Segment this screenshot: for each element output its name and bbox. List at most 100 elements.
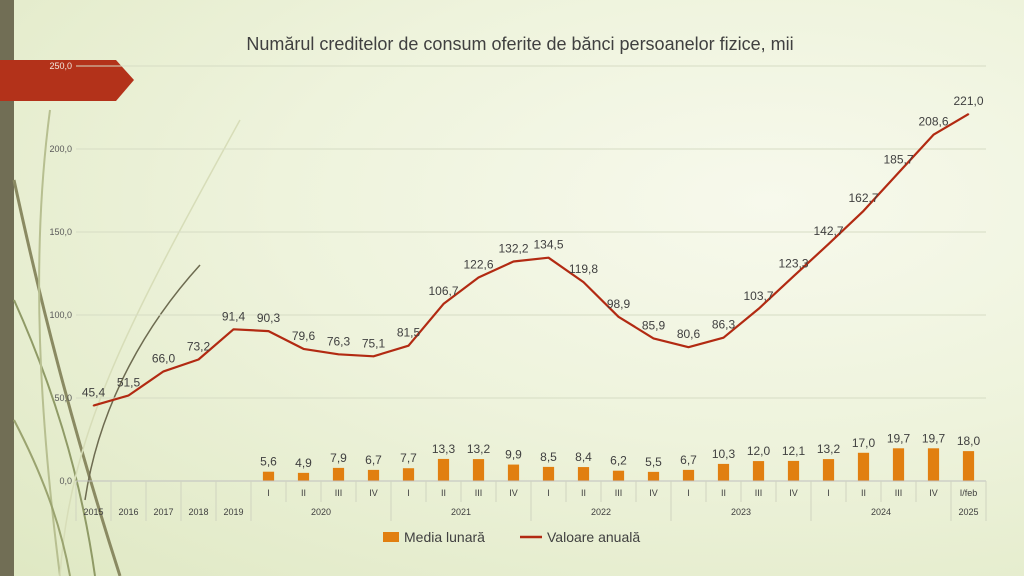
line-path: [93, 113, 970, 407]
line-point: [92, 404, 95, 407]
line-value-label: 51,5: [117, 376, 141, 390]
x-group-label: 2021: [451, 507, 471, 517]
line-data-labels: 45,4 51,5 66,0 73,2 91,4 90,3 79,6 76,3 75,1 81,5…: [82, 94, 984, 399]
bar-value-label: 12,1: [782, 444, 806, 458]
line-point: [337, 353, 340, 356]
line-value-label: 185,7: [883, 153, 913, 167]
line-value-label: 80,6: [677, 327, 701, 341]
line-value-label: 86,3: [712, 318, 736, 332]
line-value-label: 98,9: [607, 297, 631, 311]
x-tick-label: 2019: [223, 507, 243, 517]
line-value-label: 221,0: [953, 94, 983, 108]
legend-label-bar: Media lunară: [404, 529, 485, 545]
line-point: [267, 330, 270, 332]
gridlines: [76, 65, 986, 399]
line-value-label: 90,3: [257, 311, 281, 325]
x-tick-label: II: [301, 488, 306, 498]
x-tick-label: 2015: [83, 507, 103, 517]
line-point: [827, 243, 830, 245]
x-tick-label: I: [547, 488, 550, 498]
x-tick-label: III: [475, 488, 483, 498]
line-point: [197, 358, 200, 361]
bar: [787, 460, 800, 481]
bar-value-label: 6,7: [365, 453, 382, 467]
x-group-label: 2025: [958, 507, 978, 517]
legend-swatch-bar: [383, 532, 399, 542]
x-tick-label: IV: [789, 488, 798, 498]
x-tick-label: 2016: [118, 507, 138, 517]
y-tick-label: 100,0: [49, 310, 72, 320]
bar: [927, 448, 940, 481]
line-point: [407, 344, 410, 347]
line-point: [477, 276, 480, 279]
bar-value-label: 5,5: [645, 455, 662, 469]
x-tick-label: III: [895, 488, 903, 498]
bar-value-label: 5,6: [260, 455, 277, 469]
bar-value-label: 12,0: [747, 444, 771, 458]
bar: [542, 466, 555, 481]
y-tick-label: 150,0: [49, 227, 72, 237]
bar: [472, 459, 485, 481]
line-value-label: 103,7: [743, 289, 773, 303]
line-value-label: 123,3: [778, 256, 808, 270]
bar-value-label: 8,4: [575, 450, 592, 464]
x-tick-label: II: [721, 488, 726, 498]
bar: [437, 458, 450, 481]
bar-value-label: 18,0: [957, 434, 981, 448]
x-tick-label: IV: [649, 488, 658, 498]
bar-value-label: 9,9: [505, 448, 522, 462]
x-tick-label: 2018: [188, 507, 208, 517]
line-value-label: 73,2: [187, 339, 211, 353]
bar-value-label: 6,2: [610, 454, 627, 468]
line-point: [547, 256, 550, 259]
bar: [752, 461, 765, 481]
bar-value-label: 8,5: [540, 450, 557, 464]
y-tick-label: 50,0: [54, 393, 72, 403]
bar: [402, 468, 415, 481]
line-value-label: 91,4: [222, 309, 246, 323]
bar-value-label: 19,7: [922, 431, 946, 445]
bar-value-label: 13,3: [432, 442, 456, 456]
bar: [507, 464, 520, 481]
line-series: [92, 113, 970, 407]
line-point: [757, 308, 760, 310]
y-tick-label: 0,0: [59, 476, 72, 486]
x-tick-label: I: [267, 488, 270, 498]
bar: [857, 452, 870, 481]
bar: [962, 451, 975, 481]
bar-series: [262, 448, 975, 481]
line-value-label: 85,9: [642, 318, 666, 332]
line-value-label: 134,5: [533, 238, 563, 252]
bar-value-label: 13,2: [817, 442, 841, 456]
bar: [717, 463, 730, 481]
legend-label-line: Valoare anuală: [547, 529, 640, 545]
bar-value-label: 17,0: [852, 436, 876, 450]
y-tick-label: 250,0: [49, 61, 72, 71]
line-point: [897, 171, 900, 174]
line-point: [617, 316, 620, 318]
line-value-label: 76,3: [327, 334, 351, 348]
bar-value-label: 7,7: [400, 451, 417, 465]
bar: [367, 469, 380, 481]
line-point: [687, 346, 690, 349]
line-point: [127, 394, 130, 397]
line-value-label: 162,7: [848, 191, 878, 205]
bar: [822, 459, 835, 481]
bar-value-label: 4,9: [295, 456, 312, 470]
bar: [612, 470, 625, 481]
line-point: [967, 113, 970, 115]
line-point: [232, 328, 235, 331]
line-value-label: 45,4: [82, 386, 106, 400]
line-point: [302, 348, 305, 350]
line-point: [372, 355, 375, 358]
bar: [892, 448, 905, 481]
bar: [682, 469, 695, 481]
line-value-label: 142,7: [813, 224, 843, 238]
bar-value-label: 10,3: [712, 447, 736, 461]
line-point: [442, 303, 445, 305]
x-group-label: 2024: [871, 507, 891, 517]
x-tick-label: IV: [929, 488, 938, 498]
line-point: [652, 337, 655, 340]
